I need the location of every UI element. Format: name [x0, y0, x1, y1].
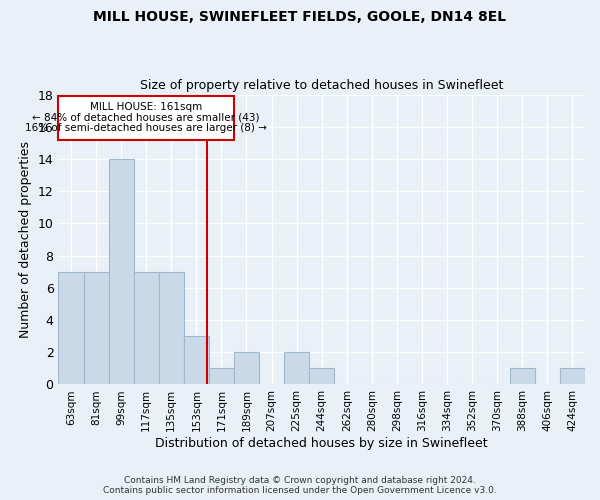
Bar	[58, 272, 83, 384]
Bar	[134, 272, 159, 384]
Bar	[184, 336, 209, 384]
Bar	[284, 352, 309, 384]
Bar	[510, 368, 535, 384]
Bar	[159, 272, 184, 384]
Title: Size of property relative to detached houses in Swinefleet: Size of property relative to detached ho…	[140, 79, 503, 92]
Bar	[209, 368, 234, 384]
Text: MILL HOUSE, SWINEFLEET FIELDS, GOOLE, DN14 8EL: MILL HOUSE, SWINEFLEET FIELDS, GOOLE, DN…	[94, 10, 506, 24]
Text: 16% of semi-detached houses are larger (8) →: 16% of semi-detached houses are larger (…	[25, 124, 267, 134]
Bar	[83, 272, 109, 384]
Bar	[309, 368, 334, 384]
Bar	[234, 352, 259, 384]
Text: MILL HOUSE: 161sqm: MILL HOUSE: 161sqm	[90, 102, 202, 113]
Y-axis label: Number of detached properties: Number of detached properties	[19, 141, 32, 338]
Bar	[58, 96, 234, 140]
Bar	[560, 368, 585, 384]
X-axis label: Distribution of detached houses by size in Swinefleet: Distribution of detached houses by size …	[155, 437, 488, 450]
Text: Contains HM Land Registry data © Crown copyright and database right 2024.
Contai: Contains HM Land Registry data © Crown c…	[103, 476, 497, 495]
Bar	[109, 159, 134, 384]
Text: ← 84% of detached houses are smaller (43): ← 84% of detached houses are smaller (43…	[32, 113, 260, 123]
